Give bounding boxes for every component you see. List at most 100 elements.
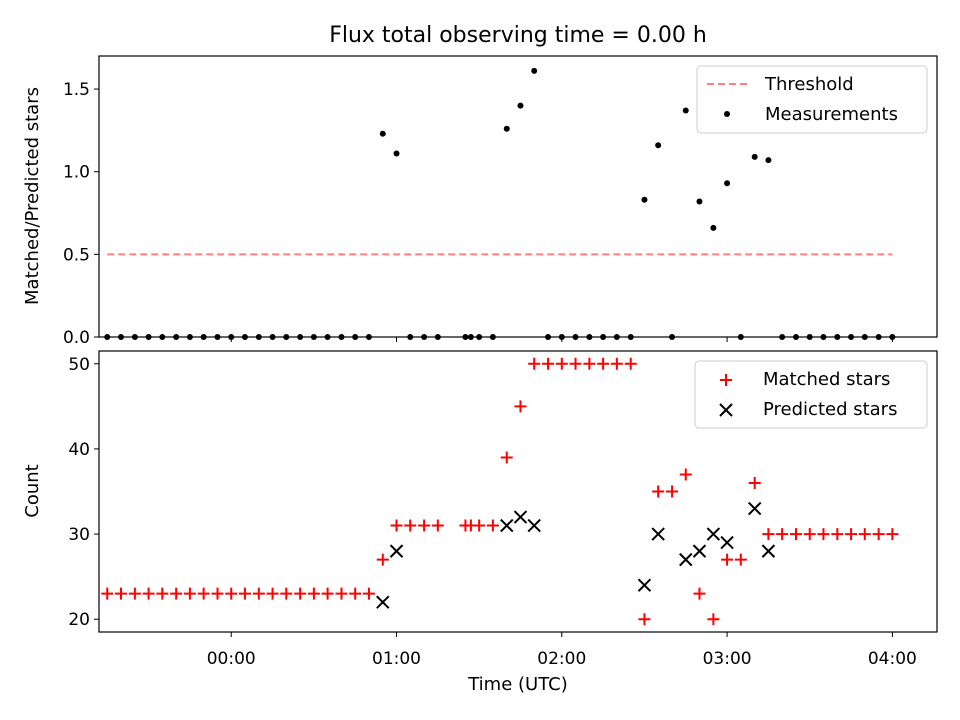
top-legend: Threshold Measurements (696, 65, 928, 134)
measurements-point (572, 334, 579, 340)
measurements-point (131, 334, 138, 340)
matched-stars-point (128, 587, 141, 600)
measurements-point (779, 334, 786, 340)
top-y-tick-label: 1.5 (63, 80, 90, 100)
measurements-point (186, 334, 193, 340)
measurements-point (724, 180, 731, 187)
measurements-point (875, 334, 882, 340)
measurements-point (324, 334, 331, 340)
measurements-point (297, 334, 304, 340)
legend-matched-label: Matched stars (763, 369, 890, 390)
legend-threshold-label: Threshold (764, 74, 854, 95)
predicted-stars-point (500, 518, 514, 533)
measurements-point (861, 334, 868, 340)
bottom-y-tick-label: 50 (68, 355, 90, 375)
measurements-point (627, 334, 634, 340)
measurements-point (200, 334, 207, 340)
predicted-stars-point (637, 578, 652, 592)
measurements-point (737, 334, 744, 340)
matched-stars-point (569, 357, 582, 370)
measurements-point (421, 334, 428, 340)
matched-stars-point (321, 587, 334, 600)
matched-stars-point (211, 587, 224, 600)
bottom-x-tick-label: 02:00 (537, 649, 586, 669)
matched-stars-point (431, 519, 444, 532)
measurements-point (462, 334, 469, 340)
predicted-stars-point (720, 535, 734, 550)
bottom-y-tick-label: 30 (68, 525, 90, 545)
measurements-point (241, 334, 248, 340)
measurements-point (889, 334, 896, 340)
predicted-stars-point (513, 510, 528, 524)
matched-stars-point (679, 468, 692, 481)
measurements-point (214, 334, 221, 340)
bottom-legend-box (694, 360, 928, 429)
measurements-point (669, 334, 676, 340)
measurements-point (848, 334, 855, 340)
matched-stars-point (597, 357, 610, 370)
measurements-point (489, 334, 496, 340)
matched-stars-point (652, 485, 665, 498)
matched-stars-point (776, 528, 789, 541)
matched-stars-point (114, 587, 127, 600)
measurements-point (104, 334, 111, 340)
matched-stars-point (817, 528, 830, 541)
legend-measurements-label: Measurements (765, 104, 898, 125)
measurements-point (600, 334, 607, 340)
matched-stars-point (693, 587, 706, 600)
measurements-point (476, 334, 483, 340)
top-y-tick-label: 0.5 (63, 245, 90, 265)
measurements-point (283, 334, 290, 340)
matched-stars-point (362, 587, 375, 600)
matched-stars-point (624, 357, 637, 370)
measurements-point (641, 196, 648, 203)
bottom-x-tick-label: 03:00 (703, 649, 752, 669)
matched-stars-point (500, 451, 513, 464)
measurements-point (682, 107, 689, 114)
measurements-point (407, 334, 414, 340)
measurements-point (365, 334, 372, 340)
matched-stars-point (266, 587, 279, 600)
predicted-stars-point (747, 501, 762, 516)
star-count-panel: Count Time (UTC) 20 30 40 50 00:00 01:00 02:00… (22, 350, 938, 695)
measurements-point (613, 334, 620, 340)
flux-ratio-panel: Flux total observing time = 0.00 h Match… (22, 23, 938, 348)
matched-stars-point (252, 587, 265, 600)
x-axis-label: Time (UTC) (467, 674, 568, 695)
measurements-point (117, 334, 124, 340)
measurements-point (806, 334, 813, 340)
bottom-y-axis-label: Count (22, 464, 43, 517)
matched-stars-point (225, 587, 238, 600)
bottom-plot-frame (98, 350, 938, 633)
matched-stars-point (142, 587, 155, 600)
bottom-x-tick-label: 01:00 (372, 649, 421, 669)
matched-stars-point (170, 587, 183, 600)
matched-stars-point (514, 400, 527, 413)
measurements-point (503, 125, 510, 132)
matched-stars-point (803, 528, 816, 541)
matched-stars-point (542, 357, 555, 370)
top-plot-frame (98, 55, 938, 338)
matched-stars-point (418, 519, 431, 532)
matched-stars-point (831, 528, 844, 541)
legend-matched-swatch (720, 374, 732, 386)
measurements-point (379, 130, 386, 137)
legend-predicted-swatch (719, 403, 733, 417)
top-y-tick-label: 1.0 (63, 163, 90, 183)
matched-stars-point (707, 613, 720, 626)
matched-stars-point (790, 528, 803, 541)
matched-stars-point (486, 519, 499, 532)
measurements-point (517, 102, 524, 109)
measurements-point (696, 198, 703, 205)
matched-stars-point (748, 476, 761, 489)
predicted-stars-point (527, 518, 541, 533)
measurements-point (545, 334, 552, 340)
measurements-point (820, 334, 827, 340)
measurements-point (269, 334, 276, 340)
measurements-point (558, 334, 565, 340)
matched-stars-point (349, 587, 362, 600)
matched-stars-point (610, 357, 623, 370)
matched-stars-point (858, 528, 871, 541)
measurements-point (173, 334, 180, 340)
